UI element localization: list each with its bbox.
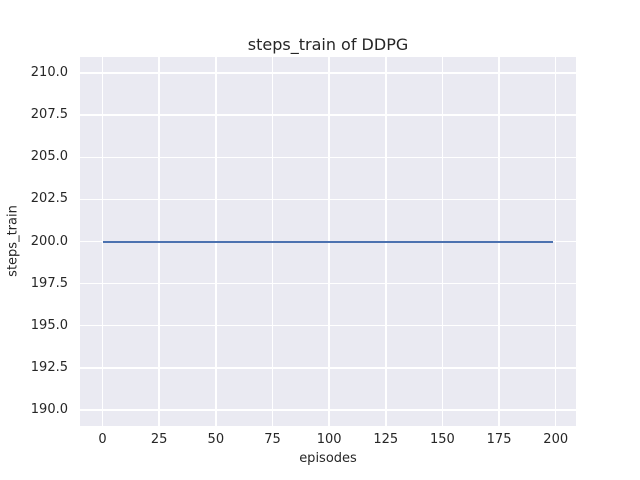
y-tick-label: 210.0 bbox=[30, 65, 68, 80]
y-gridline bbox=[80, 72, 576, 74]
y-tick-label: 202.5 bbox=[30, 191, 68, 207]
x-tick-label: 175 bbox=[486, 432, 512, 447]
x-tick-label: 75 bbox=[264, 432, 281, 447]
x-tick-label: 125 bbox=[373, 432, 399, 447]
y-tick-label: 192.5 bbox=[30, 359, 68, 375]
y-tick-label: 200.0 bbox=[30, 233, 68, 249]
y-gridline bbox=[80, 409, 576, 411]
plot-area bbox=[80, 57, 576, 426]
y-gridline bbox=[80, 198, 576, 201]
y-gridline bbox=[80, 156, 576, 158]
x-tick-label: 25 bbox=[150, 432, 168, 447]
x-tick-label: 150 bbox=[430, 432, 455, 447]
x-tick-label: 100 bbox=[316, 432, 342, 447]
x-tick-label: 200 bbox=[543, 432, 569, 447]
x-tick-label: 0 bbox=[98, 432, 107, 447]
y-tick-label: 205.0 bbox=[30, 149, 68, 165]
data-line bbox=[102, 240, 554, 243]
chart-title: steps_train of DDPG bbox=[247, 35, 409, 54]
y-gridline bbox=[80, 282, 576, 285]
y-tick-label: 195.0 bbox=[30, 317, 68, 333]
y-gridline bbox=[80, 114, 576, 116]
x-axis-label: episodes bbox=[299, 451, 357, 466]
x-tick-label: 50 bbox=[207, 432, 225, 447]
y-gridline bbox=[80, 367, 576, 369]
y-tick-label: 197.5 bbox=[30, 275, 68, 291]
y-tick-label: 190.0 bbox=[30, 401, 68, 417]
y-tick-label: 207.5 bbox=[30, 107, 68, 123]
y-gridline bbox=[80, 324, 576, 327]
